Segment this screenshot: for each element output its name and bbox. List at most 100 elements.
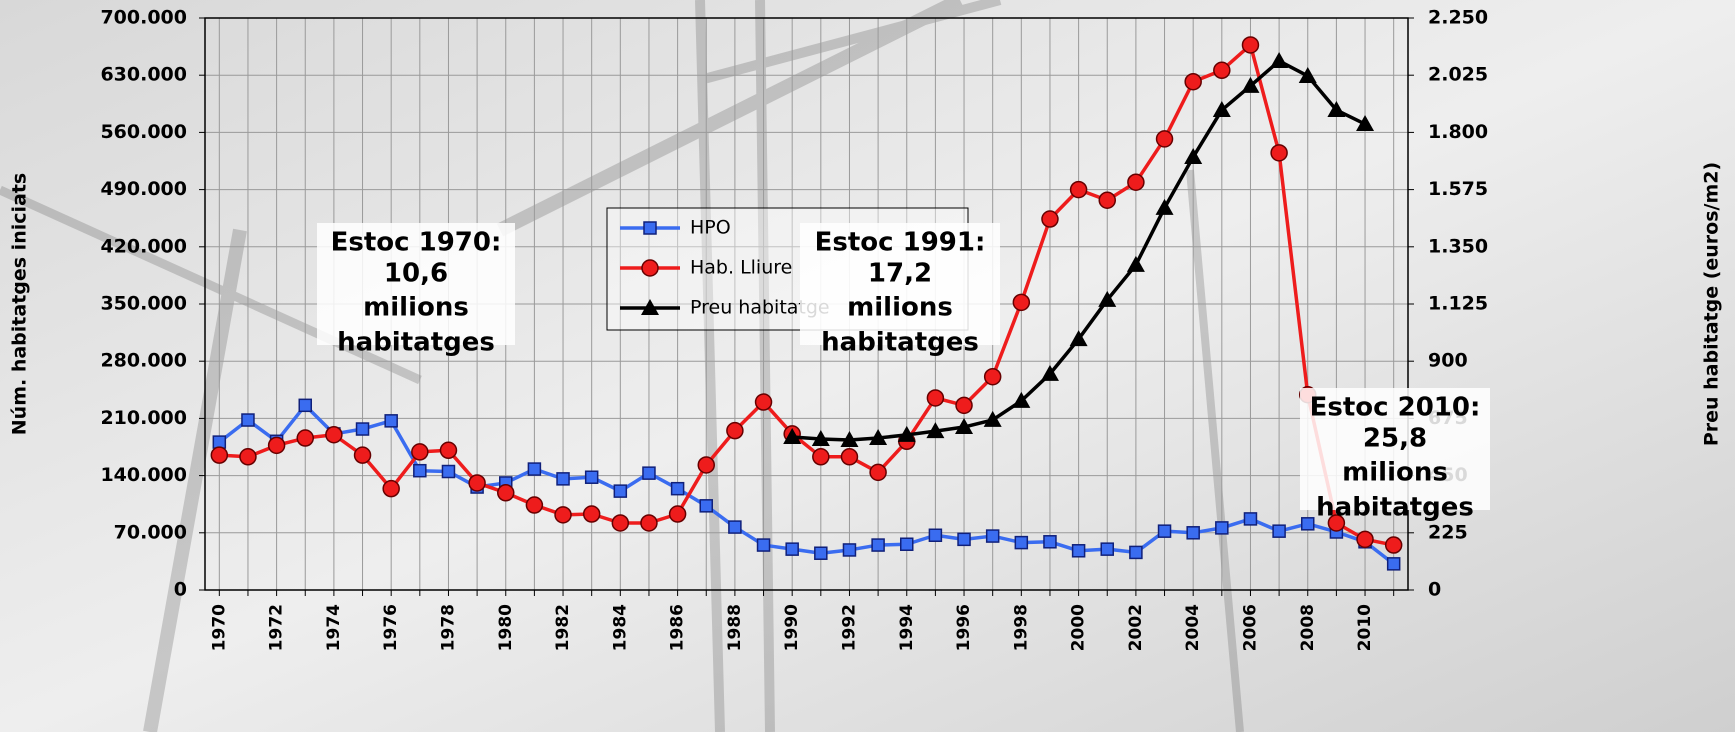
marker bbox=[900, 537, 914, 551]
marker bbox=[1012, 293, 1031, 312]
x-tick-label: 1978 bbox=[438, 604, 458, 651]
x-tick-label: 1994 bbox=[897, 604, 917, 651]
marker bbox=[1040, 364, 1059, 381]
x-tick-label: 1990 bbox=[782, 604, 802, 651]
x-tick-label: 1988 bbox=[725, 604, 745, 651]
y2-tick-label: 0 bbox=[1428, 579, 1441, 601]
legend-label: Hab. Lliure bbox=[690, 257, 792, 279]
x-tick-label: 2002 bbox=[1126, 604, 1146, 651]
marker bbox=[869, 428, 888, 445]
marker bbox=[840, 448, 859, 466]
marker bbox=[668, 505, 687, 523]
x-tick-label: 1976 bbox=[381, 604, 401, 651]
x-tick-label: 1992 bbox=[839, 604, 859, 651]
marker bbox=[1155, 130, 1174, 148]
marker bbox=[1241, 36, 1260, 54]
x-tick-label: 1984 bbox=[610, 604, 630, 651]
y2-tick-label: 2.250 bbox=[1428, 7, 1488, 29]
marker bbox=[468, 474, 486, 492]
y-tick-label: 70.000 bbox=[114, 521, 187, 543]
marker bbox=[413, 463, 427, 478]
annotation-text: habitatges bbox=[337, 328, 495, 358]
marker bbox=[1126, 255, 1145, 272]
y2-axis-title: Preu habitatge (euros/m2) bbox=[1701, 162, 1723, 446]
marker bbox=[384, 414, 398, 428]
marker bbox=[239, 448, 257, 466]
marker bbox=[1098, 290, 1117, 307]
x-tick-label: 1972 bbox=[267, 604, 287, 651]
series bbox=[210, 36, 1403, 571]
marker bbox=[353, 446, 372, 464]
marker bbox=[728, 520, 742, 534]
marker bbox=[811, 429, 830, 446]
marker bbox=[411, 443, 429, 461]
marker bbox=[1213, 61, 1231, 80]
x-tick-label: 1986 bbox=[668, 604, 688, 651]
y-tick-label: 210.000 bbox=[100, 407, 187, 429]
annotation-text: 17,2 bbox=[868, 259, 932, 289]
marker bbox=[985, 529, 1000, 543]
marker bbox=[325, 425, 343, 444]
x-tick-label: 1998 bbox=[1011, 604, 1031, 651]
marker bbox=[1212, 101, 1231, 118]
legend-label: Preu habitatge bbox=[690, 297, 830, 319]
marker bbox=[554, 506, 572, 524]
marker bbox=[814, 546, 828, 560]
marker bbox=[1241, 76, 1260, 93]
marker bbox=[1157, 524, 1172, 538]
marker bbox=[439, 441, 458, 460]
marker bbox=[382, 479, 400, 498]
marker bbox=[812, 448, 830, 466]
marker bbox=[983, 367, 1002, 386]
annotation-box bbox=[317, 223, 515, 345]
x-tick-label: 2008 bbox=[1298, 604, 1318, 651]
marker bbox=[1155, 198, 1174, 215]
y-tick-label: 630.000 bbox=[100, 64, 187, 86]
annotation-text: milions bbox=[1342, 458, 1448, 488]
y-tick-label: 700.000 bbox=[100, 7, 187, 29]
marker bbox=[1012, 391, 1031, 408]
y2-tick-label: 2.025 bbox=[1428, 64, 1488, 86]
plot-frame bbox=[204, 17, 1409, 591]
marker bbox=[611, 514, 630, 532]
marker bbox=[955, 418, 974, 435]
annotation-text: Estoc 1991: bbox=[815, 228, 986, 258]
marker bbox=[1356, 115, 1375, 132]
y-tick-label: 490.000 bbox=[100, 178, 187, 200]
annotation-box bbox=[1300, 388, 1490, 510]
marker bbox=[1014, 535, 1029, 550]
marker bbox=[267, 436, 286, 455]
marker bbox=[584, 470, 599, 484]
marker bbox=[1043, 535, 1057, 549]
marker bbox=[641, 259, 659, 277]
marker bbox=[785, 542, 799, 556]
x-tick-label: 1996 bbox=[954, 604, 974, 651]
annotation-text: milions bbox=[847, 293, 953, 323]
legend-label: HPO bbox=[690, 217, 731, 239]
annotation-text: milions bbox=[363, 293, 469, 323]
marker bbox=[756, 538, 771, 552]
grid: 0 70.000 140.000 210.000 280.000 350.000 420.0… bbox=[100, 7, 1488, 652]
marker bbox=[697, 456, 715, 474]
marker bbox=[642, 466, 656, 480]
marker bbox=[1069, 180, 1088, 199]
marker bbox=[783, 427, 802, 444]
marker bbox=[957, 532, 971, 547]
marker bbox=[1041, 210, 1059, 228]
annotation-text: habitatges bbox=[821, 328, 979, 358]
marker bbox=[1186, 526, 1200, 540]
marker bbox=[1386, 557, 1401, 571]
x-tick-label: 1974 bbox=[324, 604, 344, 651]
marker bbox=[983, 410, 1002, 427]
y-tick-label: 350.000 bbox=[100, 293, 187, 315]
marker bbox=[1069, 330, 1088, 347]
marker bbox=[1270, 144, 1288, 162]
marker bbox=[1327, 514, 1346, 532]
marker bbox=[699, 499, 713, 513]
marker bbox=[871, 538, 885, 552]
marker bbox=[1356, 530, 1374, 549]
marker bbox=[355, 422, 370, 436]
marker bbox=[613, 484, 628, 498]
